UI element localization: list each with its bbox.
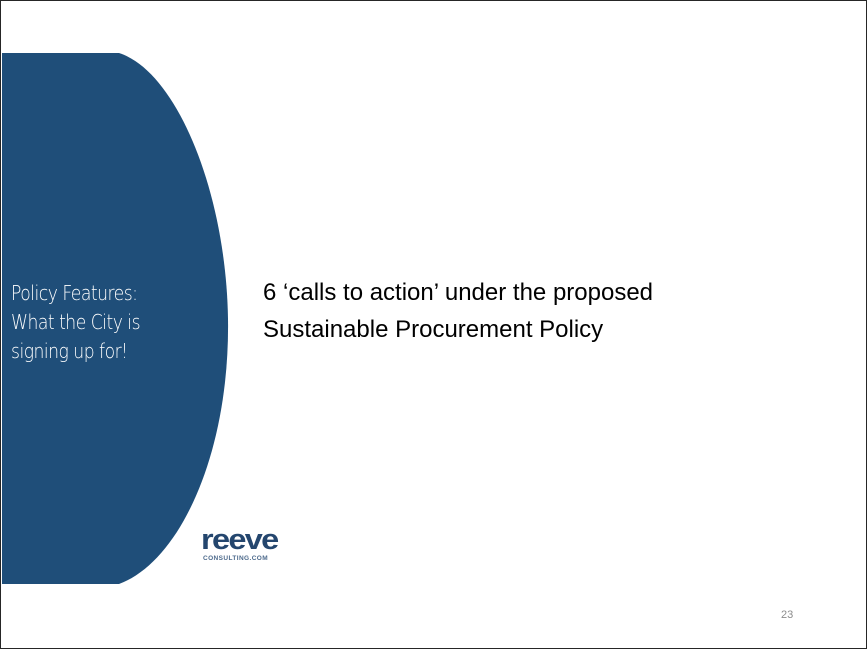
slide-number: 23 [781,609,794,621]
side-title-line-3: signing up for! [11,339,128,363]
side-panel-shape [2,53,229,584]
side-title: Policy Features: What the City is signin… [11,279,183,366]
logo-subtext: CONSULTING.COM [203,555,269,562]
body-line-1: 6 ‘calls to action’ under the proposed [263,279,654,306]
reeve-consulting-logo: reeve CONSULTING.COM [201,526,321,571]
side-title-line-1: Policy Features: [11,281,138,305]
slide-body-text: 6 ‘calls to action’ under the proposed S… [263,274,843,348]
side-title-line-2: What the City is [11,310,141,334]
body-line-2: Sustainable Procurement Policy [263,316,604,343]
logo-wordmark: reeve [201,524,279,556]
